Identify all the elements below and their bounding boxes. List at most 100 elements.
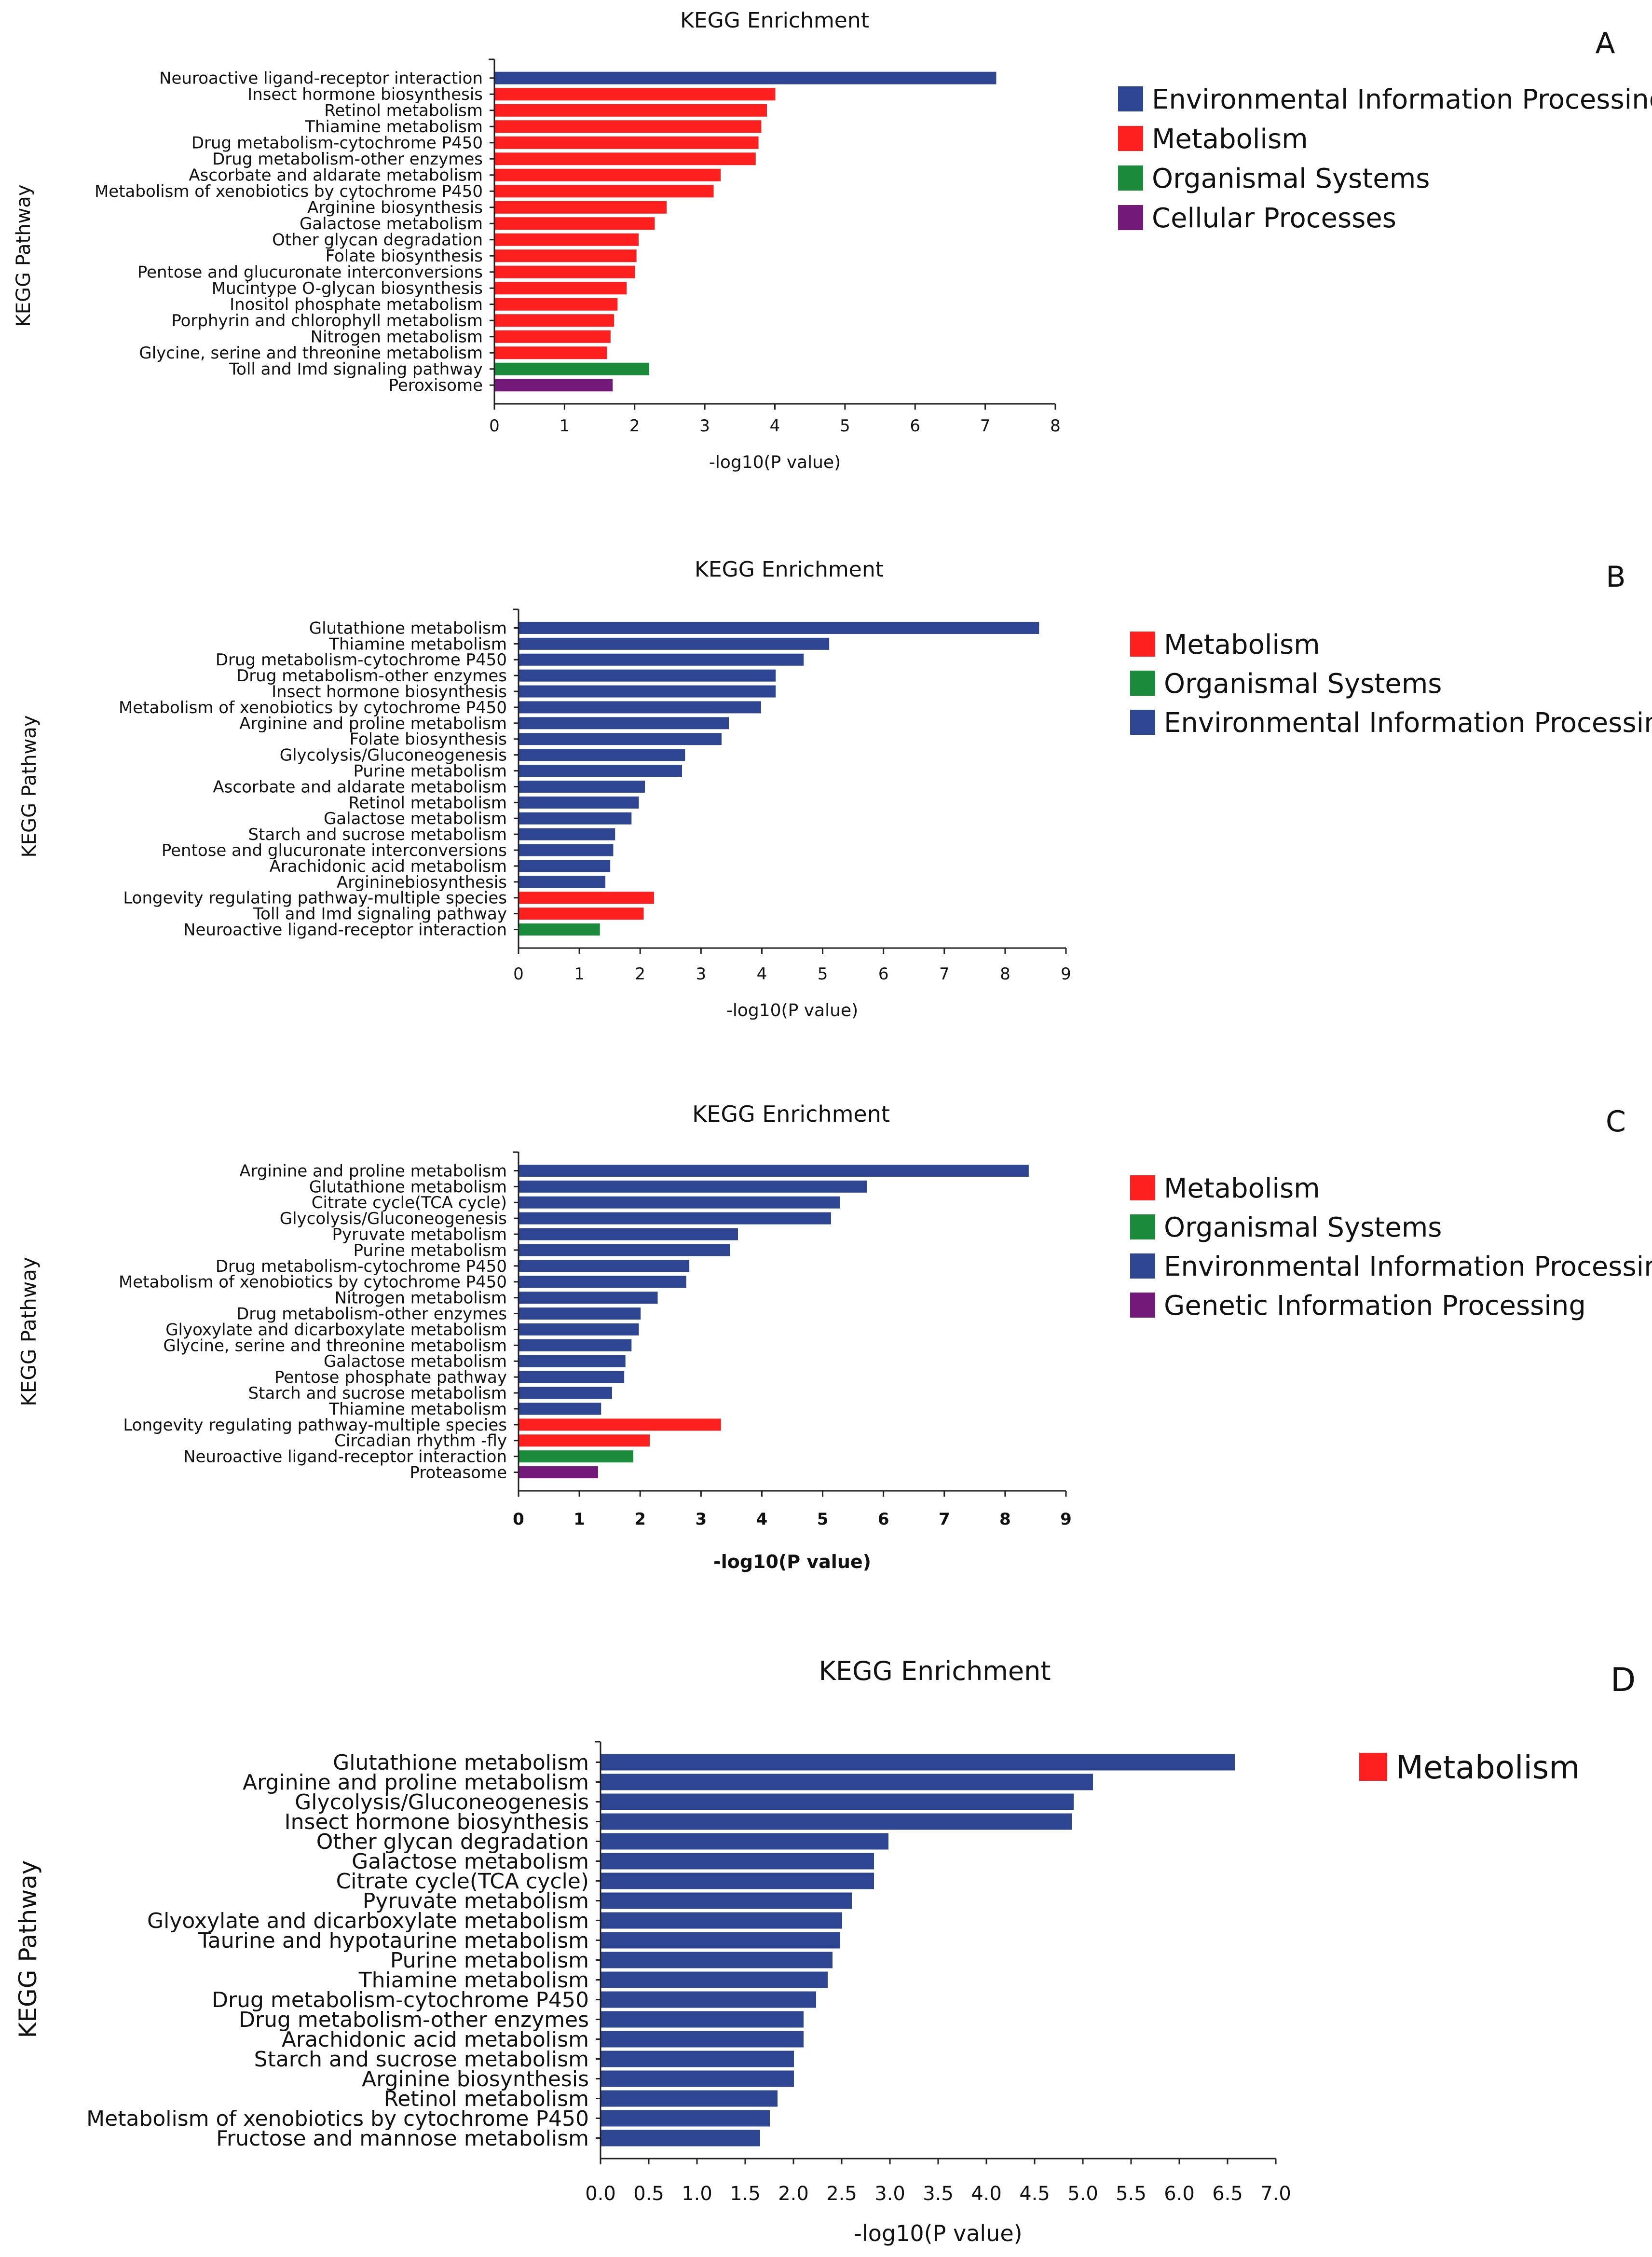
category-label-c-10: Glyoxylate and dicarboxylate metabolism [165,1320,507,1339]
category-label-c-0: Arginine and proline metabolism [239,1161,507,1181]
x-tick-label-d-12: 6.0 [1164,2183,1195,2205]
category-label-d-1: Arginine and proline metabolism [243,1770,589,1795]
x-tick-label-d-5: 2.5 [826,2183,857,2205]
category-label-b-16: Argininebiosynthesis [337,873,507,892]
category-label-b-3: Drug metabolism-other enzymes [236,666,507,686]
legend-label-a-0: Environmental Information Processing [1152,84,1652,115]
x-tick-label-b-1: 1 [574,964,585,984]
x-axis-label-b: -log10(P value) [726,1001,858,1020]
bar-d-9 [601,1932,840,1949]
legend-swatch-c-3 [1130,1293,1155,1318]
bar-a-8 [495,201,667,214]
bar-b-15 [519,860,611,872]
category-label-a-6: Ascorbate and aldarate metabolism [189,166,483,185]
bar-b-16 [519,876,606,888]
category-label-a-7: Metabolism of xenobiotics by cytochrome … [95,182,483,201]
y-axis-label-b: KEGG Pathway [18,716,41,858]
legend-swatch-b-2 [1130,710,1155,735]
category-label-d-12: Drug metabolism-cytochrome P450 [212,1988,589,2012]
category-label-c-13: Pentose phosphate pathway [274,1368,507,1387]
x-tick-label-d-3: 1.5 [730,2183,761,2205]
bar-c-9 [519,1307,641,1320]
bar-c-4 [519,1228,738,1240]
category-label-c-4: Pyruvate metabolism [332,1225,507,1244]
bar-c-5 [519,1244,730,1256]
category-label-c-7: Metabolism of xenobiotics by cytochrome … [119,1273,507,1292]
bar-c-2 [519,1196,840,1209]
bar-d-12 [601,1991,816,2008]
x-tick-label-a-4: 4 [770,416,780,436]
bar-c-17 [519,1434,650,1447]
category-label-a-16: Nitrogen metabolism [311,328,483,347]
bar-a-14 [495,298,618,311]
category-label-b-19: Neuroactive ligand-receptor interaction [183,920,507,939]
category-label-d-11: Thiamine metabolism [358,1968,589,1993]
bar-a-17 [495,346,607,359]
chart-title-d: KEGG Enrichment [819,1656,1051,1686]
bar-c-18 [519,1450,634,1463]
category-label-a-12: Pentose and glucuronate interconversions [137,263,483,282]
category-label-c-19: Proteasome [410,1463,507,1482]
bar-b-6 [519,717,729,729]
bar-b-12 [519,812,632,825]
legend-label-c-2: Environmental Information Processing [1164,1251,1652,1282]
bar-d-16 [601,2070,794,2087]
category-label-d-0: Glutathione metabolism [333,1750,589,1775]
category-label-a-1: Insect hormone biosynthesis [247,85,483,104]
x-tick-label-c-5: 5 [817,1510,829,1529]
bar-d-17 [601,2090,778,2107]
x-axis-label-a: -log10(P value) [709,453,841,472]
chart-panel-c: KEGG Enrichment C Arginine and proline met… [17,1101,1652,1572]
category-label-a-19: Peroxisome [389,376,483,395]
category-label-d-6: Citrate cycle(TCA cycle) [336,1869,589,1894]
x-tick-label-a-0: 0 [489,416,500,436]
category-label-a-3: Thiamine metabolism [304,117,483,137]
bar-a-16 [495,330,611,343]
bar-c-11 [519,1339,632,1351]
bar-a-7 [495,185,714,198]
category-label-b-5: Metabolism of xenobiotics by cytochrome … [119,698,507,717]
bar-d-14 [601,2031,804,2048]
x-tick-label-c-3: 3 [695,1510,707,1529]
bar-a-15 [495,314,614,327]
category-label-a-8: Arginine biosynthesis [307,198,483,218]
bar-d-1 [601,1774,1093,1790]
bar-d-5 [601,1853,874,1870]
category-label-b-6: Arginine and proline metabolism [239,714,507,733]
x-tick-label-d-9: 4.5 [1019,2183,1050,2205]
legend-label-c-1: Organismal Systems [1164,1212,1442,1243]
category-label-d-18: Metabolism of xenobiotics by cytochrome … [86,2106,589,2131]
legend-swatch-c-0 [1130,1175,1155,1200]
bar-b-3 [519,669,776,682]
category-label-b-14: Pentose and glucuronate interconversions [162,841,507,860]
y-axis-label-d: KEGG Pathway [14,1860,42,2038]
x-axis-label-c: -log10(P value) [713,1551,871,1572]
y-axis-label-a: KEGG Pathway [13,185,35,327]
bar-d-2 [601,1793,1074,1810]
legend-label-c-3: Genetic Information Processing [1164,1290,1586,1321]
category-label-a-13: Mucintype O-glycan biosynthesis [212,279,483,298]
panel-letter-b: B [1606,560,1625,594]
legend-swatch-a-2 [1118,165,1143,191]
legend-label-a-2: Organismal Systems [1152,163,1430,194]
bar-b-13 [519,828,615,840]
bar-b-18 [519,908,644,920]
chart-title-a: KEGG Enrichment [680,8,869,33]
category-label-c-11: Glycine, serine and threonine metabolism [163,1336,507,1355]
bar-a-12 [495,265,635,278]
x-tick-label-a-1: 1 [560,416,570,436]
category-label-d-9: Taurine and hypotaurine metabolism [198,1928,589,1953]
bar-a-9 [495,217,655,230]
bar-b-2 [519,653,804,666]
bar-a-13 [495,282,627,295]
category-label-c-15: Thiamine metabolism [328,1400,507,1419]
category-label-c-18: Neuroactive ligand-receptor interaction [183,1447,507,1467]
legend-label-c-0: Metabolism [1164,1173,1320,1204]
x-tick-label-d-10: 5.0 [1067,2183,1098,2205]
category-label-a-5: Drug metabolism-other enzymes [212,150,483,169]
category-label-b-0: Glutathione metabolism [309,619,507,638]
bar-a-3 [495,120,762,133]
category-label-a-0: Neuroactive ligand-receptor interaction [159,69,483,88]
category-label-d-2: Glycolysis/Gluconeogenesis [295,1790,589,1815]
